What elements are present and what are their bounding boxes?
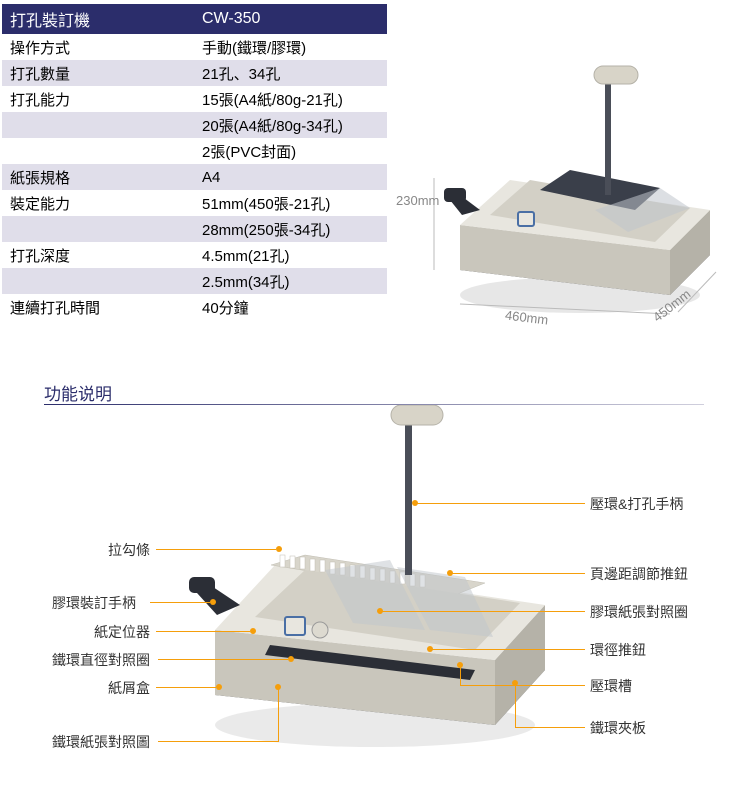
- callout-left-4: 紙屑盒: [108, 678, 150, 698]
- callout-line: [278, 687, 279, 742]
- callout-right-3: 環徑推鈕: [590, 640, 646, 660]
- dimension-height: 230mm: [396, 193, 439, 208]
- callout-right-1: 頁邊距調節推鈕: [590, 564, 688, 584]
- callout-left-5: 鐵環紙張對照圖: [52, 732, 150, 752]
- spec-header-row: 打孔裝訂機 CW-350: [2, 4, 387, 34]
- callout-line: [515, 727, 585, 728]
- callout-line: [450, 573, 585, 574]
- callout-line: [415, 503, 585, 504]
- callout-dot: [447, 570, 453, 576]
- callout-left-3: 鐵環直徑對照圈: [52, 650, 150, 670]
- callout-line: [156, 687, 216, 688]
- spec-row: 打孔數量21孔、34孔: [2, 60, 387, 86]
- callout-line: [430, 649, 585, 650]
- callout-left-1: 膠環裝訂手柄: [52, 593, 136, 613]
- callout-dot: [427, 646, 433, 652]
- product-illustration-top: [420, 60, 720, 320]
- callout-dot: [250, 628, 256, 634]
- callout-line: [158, 741, 278, 742]
- callout-line: [515, 683, 516, 727]
- callout-right-2: 膠環紙張對照圈: [590, 602, 688, 622]
- callout-right-0: 壓環&打孔手柄: [590, 494, 683, 514]
- spec-header-value: CW-350: [194, 4, 387, 34]
- callout-line: [460, 665, 461, 685]
- callout-left-0: 拉勾條: [108, 540, 150, 560]
- callout-dot: [412, 500, 418, 506]
- spec-header-label: 打孔裝訂機: [2, 4, 194, 34]
- spec-row: 裝定能力51mm(450張-21孔): [2, 190, 387, 216]
- spec-row: 紙張規格A4: [2, 164, 387, 190]
- spec-row: 打孔深度4.5mm(21孔): [2, 242, 387, 268]
- callout-dot: [210, 599, 216, 605]
- callout-right-4: 壓環槽: [590, 676, 632, 696]
- callout-left-2: 紙定位器: [94, 622, 150, 642]
- callout-dot: [512, 680, 518, 686]
- callout-dot: [275, 684, 281, 690]
- callout-line: [460, 685, 480, 686]
- callout-right-5: 鐵環夾板: [590, 718, 646, 738]
- spec-row: 28mm(250張-34孔): [2, 216, 387, 242]
- spec-row: 2張(PVC封面): [2, 138, 387, 164]
- callout-line: [150, 602, 210, 603]
- callout-dot: [288, 656, 294, 662]
- product-illustration-annotated: [175, 405, 565, 765]
- spec-row: 打孔能力15張(A4紙/80g-21孔): [2, 86, 387, 112]
- callout-dot: [377, 608, 383, 614]
- callout-line: [156, 631, 250, 632]
- callout-line: [158, 659, 288, 660]
- spec-table: 打孔裝訂機 CW-350 操作方式手動(鐵環/膠環) 打孔數量21孔、34孔 打…: [2, 4, 387, 320]
- callout-dot: [276, 546, 282, 552]
- spec-row: 2.5mm(34孔): [2, 268, 387, 294]
- callout-line: [480, 685, 585, 686]
- callout-dot: [216, 684, 222, 690]
- spec-row: 操作方式手動(鐵環/膠環): [2, 34, 387, 60]
- callout-line: [380, 611, 585, 612]
- spec-row: 連續打孔時間40分鐘: [2, 294, 387, 320]
- callout-line: [156, 549, 276, 550]
- spec-row: 20張(A4紙/80g-34孔): [2, 112, 387, 138]
